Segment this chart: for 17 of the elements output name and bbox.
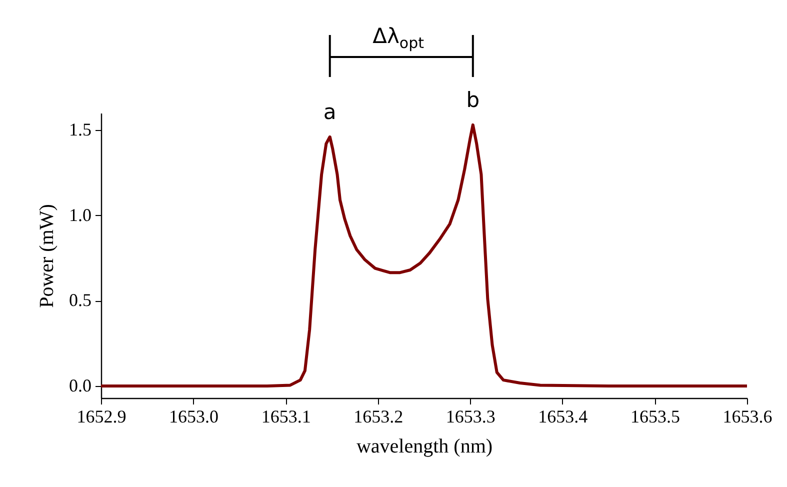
y-tick-label: 1.0 <box>69 204 92 225</box>
x-axis-title: wavelength (nm) <box>356 436 493 458</box>
x-tick-label: 1652.9 <box>76 406 126 426</box>
x-tick-label: 1653.4 <box>538 406 588 426</box>
y-tick-label: 0.0 <box>69 376 92 396</box>
x-tick-label: 1653.5 <box>630 406 680 426</box>
x-tick-label: 1653.0 <box>169 406 219 426</box>
y-tick-label: 0.5 <box>69 290 92 310</box>
annotation: a <box>323 100 336 124</box>
y-tick-label: 1.5 <box>69 120 92 140</box>
x-tick-label: 1653.6 <box>722 406 772 426</box>
x-tick-label: 1653.1 <box>261 406 311 426</box>
x-tick-label: 1653.3 <box>446 406 496 426</box>
line-series <box>101 123 747 388</box>
y-axis-title: Power (mW) <box>36 204 58 308</box>
x-tick-label: 1653.2 <box>354 406 404 426</box>
annotation: b <box>466 88 480 112</box>
